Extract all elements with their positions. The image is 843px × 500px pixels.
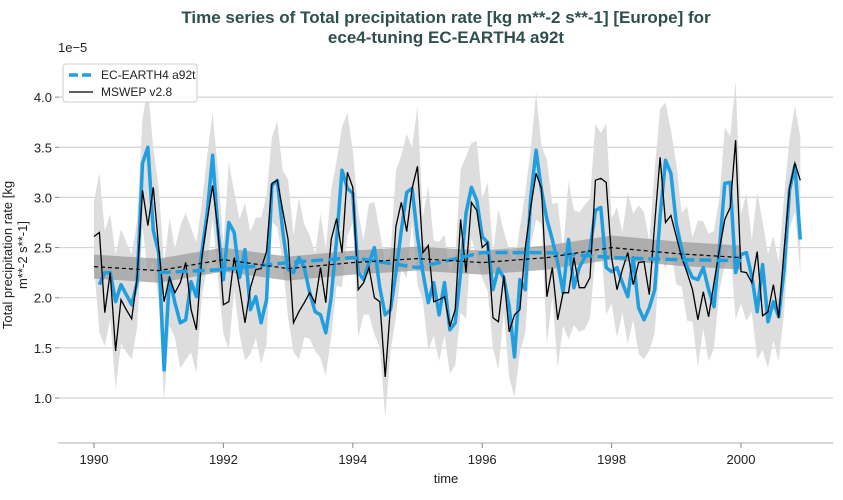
spread-band bbox=[94, 81, 801, 418]
y-tick-label: 2.0 bbox=[34, 291, 52, 306]
series-lines bbox=[93, 140, 803, 377]
x-tick-label: 1996 bbox=[468, 452, 497, 467]
uncertainty-bands bbox=[94, 81, 801, 418]
trend-line-obs bbox=[93, 246, 742, 272]
y-tick-label: 1.5 bbox=[34, 341, 52, 356]
y-tick-label: 3.5 bbox=[34, 140, 52, 155]
x-tick-label: 2000 bbox=[727, 452, 756, 467]
x-tick-label: 1994 bbox=[338, 452, 367, 467]
series-line-model bbox=[97, 145, 803, 372]
legend-box bbox=[62, 63, 198, 103]
y-axis-label-line2: m**-2 s**-1] bbox=[15, 221, 30, 289]
legend-label-obs: MSWEP v2.8 bbox=[101, 85, 172, 99]
chart-title-line2: ece4-tuning EC-EARTH4 a92t bbox=[328, 28, 564, 47]
y-tick-label: 4.0 bbox=[34, 90, 52, 105]
x-tick-label: 1998 bbox=[597, 452, 626, 467]
y-tick-label: 3.0 bbox=[34, 190, 52, 205]
y-axis-label: Total precipitation rate [kg m**-2 s**-1… bbox=[0, 181, 30, 329]
axes: 1.0 1.5 2.0 2.5 3.0 3.5 4.0 1990 1992 1994 1996 199… bbox=[34, 90, 833, 467]
legend-label-model: EC-EARTH4 a92t bbox=[101, 68, 196, 82]
x-tick-label: 1992 bbox=[209, 452, 238, 467]
x-tick-label: 1990 bbox=[80, 452, 109, 467]
chart-title-line1: Time series of Total precipitation rate … bbox=[181, 8, 711, 27]
y-multiplier: 1e−5 bbox=[58, 40, 87, 55]
legend: EC-EARTH4 a92t MSWEP v2.8 bbox=[62, 63, 198, 103]
y-tick-label: 2.5 bbox=[34, 241, 52, 256]
y-axis-label-line1: Total precipitation rate [kg bbox=[0, 181, 15, 329]
y-tick-label: 1.0 bbox=[34, 391, 52, 406]
x-axis-label: time bbox=[434, 471, 459, 486]
